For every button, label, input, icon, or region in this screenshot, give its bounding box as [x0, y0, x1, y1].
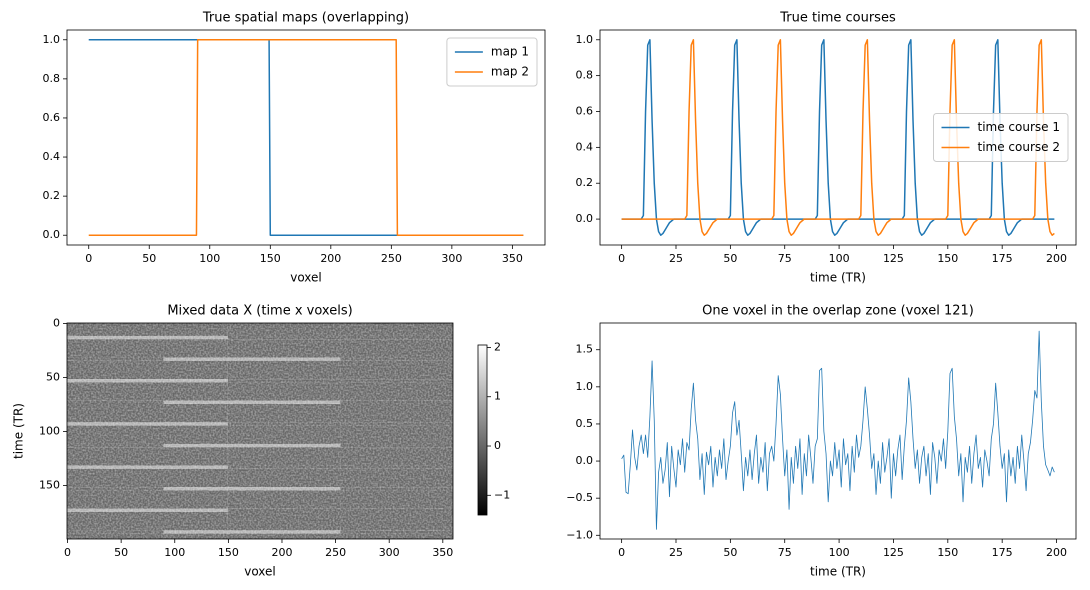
- x-tick-label: 25: [669, 546, 683, 559]
- x-tick-label: 75: [778, 546, 792, 559]
- x-tick-label: 300: [379, 546, 400, 559]
- x-tick-label: 125: [883, 546, 904, 559]
- x-tick-label: 0: [618, 546, 625, 559]
- x-tick-label: 0: [85, 252, 92, 265]
- chart-title: Mixed data X (time x voxels): [167, 304, 352, 319]
- y-tick-label: 0.8: [43, 72, 61, 85]
- line: [621, 330, 1055, 530]
- x-tick-label: 50: [723, 252, 737, 265]
- x-tick-label: 150: [937, 546, 958, 559]
- y-axis-label: time (TR): [12, 403, 26, 459]
- x-axis-label: time (TR): [810, 565, 866, 579]
- x-tick-label: 350: [502, 252, 523, 265]
- y-tick-label: 0.2: [576, 176, 594, 189]
- x-axis-label: voxel: [244, 565, 276, 579]
- x-tick-label: 50: [723, 546, 737, 559]
- x-axis-label: time (TR): [810, 271, 866, 285]
- y-tick-label: 0.4: [576, 140, 594, 153]
- legend-label: time course 1: [978, 120, 1061, 134]
- x-tick-label: 75: [778, 252, 792, 265]
- y-tick-label: 0.6: [43, 111, 61, 124]
- y-tick-label: 0.5: [576, 417, 594, 430]
- y-tick-label: 0.8: [576, 69, 594, 82]
- x-tick-label: 250: [325, 546, 346, 559]
- x-tick-label: 200: [271, 546, 292, 559]
- x-tick-label: 125: [883, 252, 904, 265]
- y-tick-label: 150: [39, 479, 60, 492]
- line: [88, 39, 524, 236]
- legend: time course 1 time course 2: [933, 113, 1069, 162]
- noise-texture: [67, 323, 453, 539]
- x-tick-label: 100: [829, 252, 850, 265]
- x-tick-label: 25: [669, 252, 683, 265]
- y-tick-label: 0.0: [43, 228, 61, 241]
- y-tick-label: 1.0: [576, 33, 594, 46]
- chart-title: True time courses: [779, 11, 896, 26]
- x-tick-label: 100: [829, 546, 850, 559]
- y-tick-label: 0.2: [43, 189, 61, 202]
- x-tick-label: 150: [218, 546, 239, 559]
- x-tick-label: 0: [618, 252, 625, 265]
- x-tick-label: 300: [441, 252, 462, 265]
- legend-label: map 1: [491, 45, 529, 59]
- colorbar-tick-label: −1: [494, 488, 510, 501]
- y-tick-label: 0.0: [576, 454, 594, 467]
- y-tick-label: 0.4: [43, 150, 61, 163]
- y-tick-label: 0.0: [576, 212, 594, 225]
- y-tick-label: 1.0: [43, 33, 61, 46]
- legend-box: [446, 37, 538, 87]
- colorbar-tick-label: 2: [494, 340, 501, 353]
- axes-frame: [599, 322, 1077, 540]
- y-tick-label: 100: [39, 425, 60, 438]
- y-tick-label: 1.0: [576, 380, 594, 393]
- x-tick-label: 250: [381, 252, 402, 265]
- y-tick-label: 50: [46, 371, 60, 384]
- x-tick-label: 100: [164, 546, 185, 559]
- legend-label: time course 2: [978, 140, 1061, 154]
- x-tick-label: 150: [937, 252, 958, 265]
- colorbar-tick-label: 1: [494, 390, 501, 403]
- x-tick-label: 100: [199, 252, 220, 265]
- x-tick-label: 200: [320, 252, 341, 265]
- chart-title: True spatial maps (overlapping): [202, 11, 409, 26]
- line: [621, 39, 1055, 236]
- y-tick-label: −0.5: [566, 491, 593, 504]
- y-tick-label: 0.6: [576, 104, 594, 117]
- colorbar: [477, 344, 488, 516]
- axes-frame: [66, 322, 454, 540]
- legend-label: map 2: [491, 65, 529, 79]
- x-tick-label: 200: [1046, 546, 1067, 559]
- y-tick-label: −1.0: [566, 528, 593, 541]
- axes-frame: [599, 29, 1077, 246]
- legend-box: [933, 113, 1069, 162]
- x-tick-label: 350: [432, 546, 453, 559]
- x-tick-label: 50: [142, 252, 156, 265]
- x-axis-label: voxel: [290, 271, 322, 285]
- y-tick-label: 1.5: [576, 343, 594, 356]
- x-tick-label: 50: [114, 546, 128, 559]
- x-tick-label: 200: [1046, 252, 1067, 265]
- legend: map 1 map 2: [446, 37, 538, 87]
- x-tick-label: 0: [64, 546, 71, 559]
- axes-frame: [66, 29, 546, 246]
- colorbar-tick-label: 0: [494, 439, 501, 452]
- y-tick-label: 0: [53, 317, 60, 330]
- x-tick-label: 150: [260, 252, 281, 265]
- x-tick-label: 175: [992, 546, 1013, 559]
- x-tick-label: 175: [992, 252, 1013, 265]
- chart-title: One voxel in the overlap zone (voxel 121…: [702, 304, 974, 319]
